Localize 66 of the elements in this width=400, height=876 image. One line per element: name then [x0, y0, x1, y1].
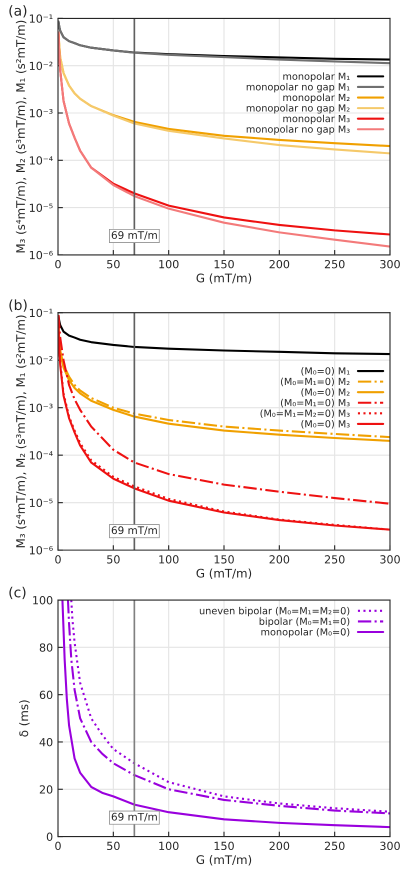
ref-line-label: 69 mT/m	[112, 526, 157, 535]
y-tick-label: 80	[40, 643, 52, 652]
x-tick-label: 200	[270, 260, 290, 268]
y-axis-title: M₃ (s⁴mT/m), M₂ (s³mT/m), M₁ (s²mT/m)	[16, 20, 26, 252]
chart-title: (b)	[9, 299, 27, 312]
y-tick-label: 10⁻⁶	[30, 546, 53, 555]
x-tick-label: 100	[159, 260, 179, 268]
legend-label: (M₀=0) M₃	[301, 420, 350, 429]
x-axis-title: G (mT/m)	[196, 568, 252, 580]
y-tick-label: 10⁻²	[30, 62, 52, 70]
legend-label: uneven bipolar (M₀=M₁=M₂=0)	[200, 606, 350, 616]
y-tick-label: 10⁻¹	[30, 308, 53, 318]
x-tick-label: 300	[380, 555, 400, 564]
y-tick-label: 10⁻⁴	[30, 451, 53, 460]
legend-label: (M₀=M₁=0) M₂	[280, 378, 350, 386]
legend-label: monopolar (M₀=0)	[261, 628, 350, 638]
legend-label: (M₀=M₁=M₂=0) M₃	[260, 409, 350, 418]
x-tick-label: 300	[380, 842, 400, 850]
legend-label: monopolar no gap M₁	[246, 82, 350, 92]
y-tick-label: 10⁻⁶	[30, 250, 53, 260]
y-tick-label: 10⁻³	[30, 108, 53, 118]
x-tick-label: 0	[55, 842, 61, 850]
legend-label: monopolar M₁	[283, 72, 350, 82]
chart-title: (c)	[9, 586, 26, 600]
legend-label: (M₀=0) M₂	[301, 388, 350, 397]
legend-label: monopolar no gap M₂	[246, 104, 350, 114]
y-tick-label: 60	[40, 690, 52, 700]
legend-label: monopolar M₃	[283, 114, 350, 124]
x-tick-label: 0	[55, 260, 61, 268]
x-tick-label: 50	[107, 555, 120, 564]
x-tick-label: 200	[270, 555, 290, 564]
y-tick-label: 20	[40, 785, 52, 794]
legend-label: monopolar M₂	[283, 94, 350, 103]
y-tick-label: 10⁻⁵	[30, 498, 53, 508]
x-tick-label: 0	[55, 555, 61, 564]
legend-label: monopolar no gap M₃	[246, 125, 350, 135]
y-tick-label: 10⁻⁵	[30, 204, 53, 212]
x-tick-label: 150	[214, 842, 234, 850]
y-tick-label: 10⁻³	[30, 404, 53, 412]
legend-label: (M₀=0) M₁	[301, 367, 350, 376]
y-axis-title: M₃ (s⁴mT/m), M₂ (s³mT/m), M₁ (s²mT/m)	[16, 316, 26, 548]
x-tick-label: 50	[107, 260, 120, 268]
x-tick-label: 150	[214, 555, 234, 564]
x-tick-label: 250	[324, 260, 345, 268]
y-tick-label: 10⁻²	[30, 356, 52, 365]
y-tick-label: 100	[33, 596, 52, 604]
legend-label: (M₀=M₁=0) M₃	[280, 398, 350, 408]
x-tick-label: 150	[214, 260, 234, 268]
ref-line-label: 69 mT/m	[112, 231, 157, 240]
y-tick-label: 10⁻¹	[30, 14, 53, 23]
x-axis-title: G (mT/m)	[196, 273, 252, 284]
y-tick-label: 40	[40, 738, 52, 746]
ref-line-label: 69 mT/m	[112, 812, 157, 822]
y-tick-label: 0	[46, 832, 52, 841]
x-tick-label: 100	[159, 842, 179, 850]
x-tick-label: 250	[324, 555, 345, 564]
x-tick-label: 200	[270, 842, 290, 850]
y-tick-label: 10⁻⁴	[30, 156, 53, 165]
y-axis-title: δ (ms)	[19, 700, 30, 737]
x-tick-label: 300	[380, 260, 400, 268]
x-tick-label: 50	[107, 842, 120, 850]
x-tick-label: 250	[324, 842, 345, 850]
chart-title: (a)	[9, 5, 26, 18]
x-tick-label: 100	[159, 555, 179, 564]
legend-label: bipolar (M₀=M₁=0)	[260, 617, 350, 627]
x-axis-title: G (mT/m)	[196, 854, 252, 866]
